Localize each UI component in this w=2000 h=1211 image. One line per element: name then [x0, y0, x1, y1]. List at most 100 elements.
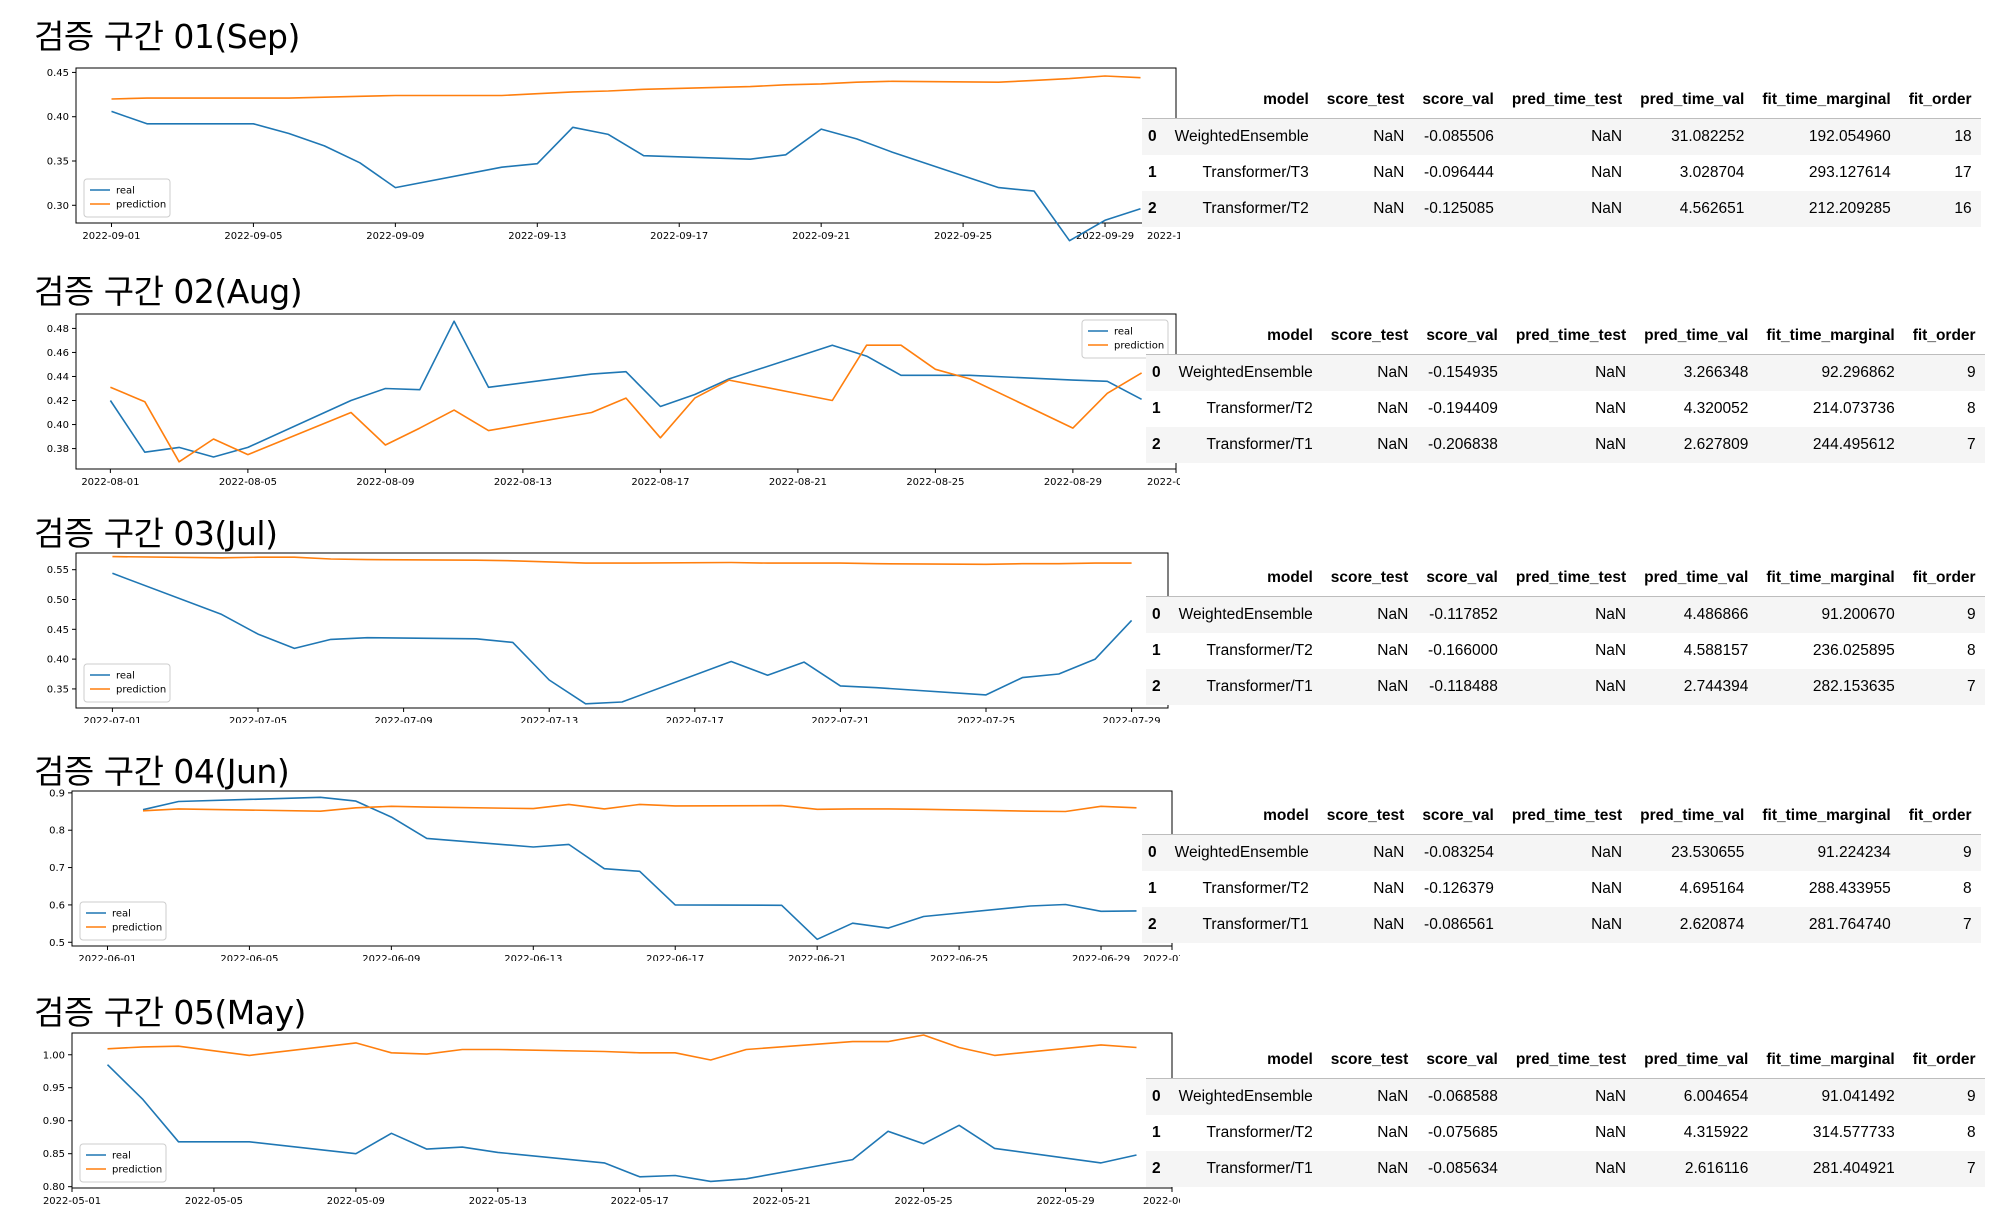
- table-cell: 282.153635: [1812, 678, 1895, 695]
- table-cell: 2.744394: [1683, 678, 1749, 695]
- series-line-real: [142, 796, 1137, 941]
- x-tick-label: 2022-07-05: [229, 716, 287, 723]
- index-header: [1142, 798, 1166, 835]
- legend-box: [83, 663, 171, 703]
- table-cell: -0.085634: [1428, 1160, 1498, 1177]
- table-row: 2 Transformer/T1 NaN -0.118488 NaN 2.744394 28…: [1146, 669, 1985, 705]
- column-header: fit_order: [1903, 318, 1985, 355]
- x-tick-label: 2022-09-17: [650, 231, 708, 242]
- column-header: score_test: [1321, 560, 1418, 597]
- table-cell: NaN: [1595, 400, 1627, 417]
- table-cell: -0.086561: [1424, 916, 1494, 933]
- plot-area: [71, 1032, 1173, 1189]
- legend-label: prediction: [116, 200, 166, 211]
- table-body: 0 WeightedEnsemble NaN -0.117852 NaN 4.486866…: [1146, 596, 1985, 705]
- table-cell: WeightedEnsemble: [1178, 606, 1313, 623]
- table-cell: NaN: [1377, 1088, 1409, 1105]
- row-index: 1: [1152, 400, 1161, 417]
- line-chart: 0.5 0.6 0.7 0.8 0.9 2022-06-01 2022-06-05 2022-…: [30, 785, 1180, 961]
- table-cell: -0.126379: [1424, 880, 1494, 897]
- legend-label: real: [112, 909, 131, 920]
- x-tick-label: 2022-05-13: [469, 1196, 527, 1207]
- table-cell: NaN: [1591, 128, 1623, 145]
- table-cell: -0.206838: [1428, 436, 1498, 453]
- x-tick-label: 2022-07-01: [1143, 954, 1180, 961]
- table-cell: 9: [1966, 364, 1976, 381]
- table-body: 0 WeightedEnsemble NaN -0.154935 NaN 3.266348…: [1146, 354, 1985, 463]
- section-title: 검증 구간 01(Sep): [34, 17, 300, 56]
- row-index: 1: [1148, 164, 1157, 181]
- x-tick-label: 2022-06-25: [930, 954, 988, 961]
- x-tick-label: 2022-05-21: [753, 1196, 811, 1207]
- x-tick-label: 2022-06-01: [1143, 1196, 1180, 1207]
- legend-box: [83, 178, 171, 218]
- x-tick-label: 2022-08-09: [356, 477, 414, 485]
- table-cell: 3.028704: [1679, 164, 1745, 181]
- y-tick-label: 0.30: [47, 201, 69, 212]
- table-cell: -0.083254: [1424, 844, 1494, 861]
- table-cell: -0.117852: [1429, 606, 1498, 623]
- table-cell: NaN: [1591, 916, 1623, 933]
- table-cell: WeightedEnsemble: [1174, 128, 1309, 145]
- table-cell: NaN: [1373, 916, 1405, 933]
- line-chart: 0.30 0.35 0.40 0.45 2022-09-01 2022-09-05 2022…: [30, 62, 1180, 248]
- series-line-real: [111, 110, 1141, 242]
- x-tick-label: 2022-09-29: [1076, 231, 1134, 242]
- chart-svg: 0.35 0.40 0.45 0.50 0.55 2022-07-01 2022-07-05…: [47, 552, 1169, 723]
- column-header: fit_time_marginal: [1757, 560, 1904, 597]
- index-header: [1146, 1042, 1170, 1079]
- x-tick-label: 2022-09-05: [224, 231, 282, 242]
- table-cell: 9: [1962, 844, 1972, 861]
- y-tick-label: 0.80: [43, 1182, 65, 1193]
- y-tick-label: 0.7: [49, 863, 65, 874]
- legend-box: [79, 1143, 167, 1183]
- column-header: score_val: [1417, 560, 1507, 597]
- table-cell: NaN: [1377, 1124, 1409, 1141]
- y-tick-label: 0.40: [47, 112, 69, 123]
- results-table: model score_test score_val pred_time_test pr…: [1146, 1042, 1985, 1187]
- chart-svg: 0.80 0.85 0.90 0.95 1.00 2022-05-01 2022-05-05…: [43, 1032, 1180, 1207]
- y-tick-label: 0.42: [47, 396, 69, 407]
- y-tick-label: 0.40: [47, 655, 69, 666]
- table-row: 1 Transformer/T3 NaN -0.096444 NaN 3.028704 29…: [1142, 155, 1981, 191]
- legend: real prediction: [79, 1143, 167, 1183]
- legend-box: [79, 901, 167, 941]
- x-tick-label: 2022-08-13: [494, 477, 552, 485]
- column-header: model: [1165, 82, 1318, 119]
- series-line-prediction: [111, 75, 1141, 100]
- column-header: pred_time_test: [1502, 82, 1632, 119]
- x-tick-label: 2022-09-21: [792, 231, 850, 242]
- table-cell: NaN: [1373, 164, 1405, 181]
- column-header: pred_time_test: [1502, 798, 1632, 835]
- table-row: 2 Transformer/T2 NaN -0.125085 NaN 4.562651 21…: [1142, 191, 1981, 227]
- table-cell: 91.224234: [1817, 844, 1891, 861]
- y-tick-label: 0.38: [47, 444, 69, 455]
- table-cell: NaN: [1377, 678, 1409, 695]
- row-index: 0: [1152, 606, 1161, 623]
- table-cell: 314.577733: [1812, 1124, 1895, 1141]
- x-tick-label: 2022-05-05: [185, 1196, 243, 1207]
- table-cell: NaN: [1595, 1160, 1627, 1177]
- table-cell: 17: [1954, 164, 1972, 181]
- y-tick-label: 0.35: [47, 684, 69, 695]
- table-cell: -0.194409: [1428, 400, 1498, 417]
- legend-label: prediction: [112, 923, 162, 934]
- x-tick-label: 2022-08-17: [631, 477, 689, 485]
- table-cell: 212.209285: [1808, 200, 1891, 217]
- table-cell: NaN: [1595, 678, 1627, 695]
- table-cell: Transformer/T3: [1202, 164, 1309, 181]
- results-table: model score_test score_val pred_time_test pr…: [1142, 82, 1981, 227]
- table-cell: 7: [1966, 436, 1976, 453]
- y-tick-label: 0.95: [43, 1083, 65, 1094]
- table-cell: NaN: [1377, 1160, 1409, 1177]
- y-tick-label: 0.50: [47, 595, 69, 606]
- table-cell: 2.627809: [1683, 436, 1749, 453]
- x-tick-label: 2022-06-09: [362, 954, 420, 961]
- section-title: 검증 구간 02(Aug): [34, 272, 303, 311]
- table-cell: NaN: [1373, 200, 1405, 217]
- table-cell: Transformer/T1: [1206, 436, 1313, 453]
- table-cell: NaN: [1591, 164, 1623, 181]
- x-tick-label: 2022-09-01: [1147, 477, 1180, 485]
- table-cell: WeightedEnsemble: [1178, 364, 1313, 381]
- table-row: 1 Transformer/T2 NaN -0.075685 NaN 4.315922 31…: [1146, 1115, 1985, 1151]
